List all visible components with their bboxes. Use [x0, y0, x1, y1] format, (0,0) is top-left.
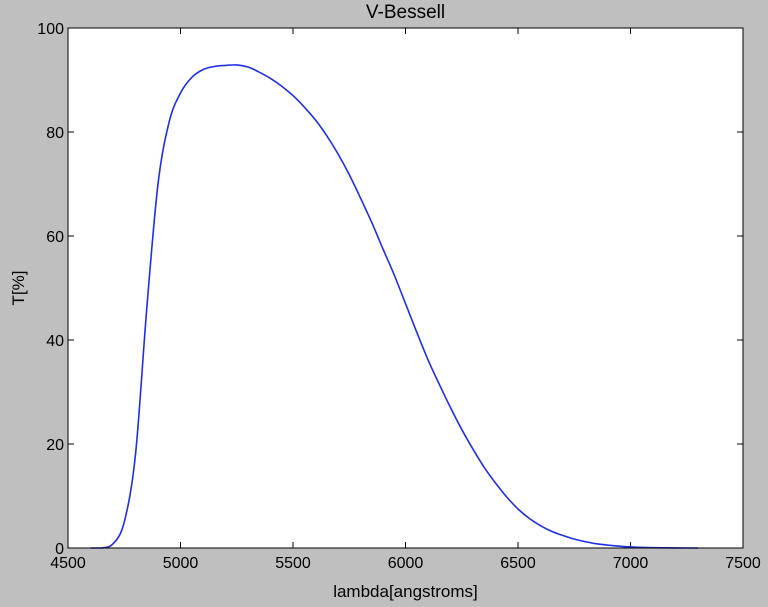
x-tick-label: 6000	[388, 555, 424, 572]
x-tick-label: 5000	[163, 555, 199, 572]
x-tick-label: 7500	[725, 555, 761, 572]
x-tick-label: 6500	[500, 555, 536, 572]
y-tick-label: 20	[46, 437, 64, 454]
x-axis-label: lambda[angstroms]	[333, 582, 478, 601]
chart-title: V-Bessell	[366, 2, 445, 23]
plot-area	[68, 28, 743, 548]
y-tick-label: 0	[55, 541, 64, 558]
plot-frame	[67, 27, 744, 549]
y-tick-label: 40	[46, 333, 64, 350]
series-line	[90, 64, 698, 549]
y-tick-label: 100	[37, 21, 64, 38]
x-tick-label: 4500	[50, 555, 86, 572]
y-axis-label: T[%]	[9, 271, 28, 306]
y-tick-label: 60	[46, 229, 64, 246]
tick-labels: 4500 5000 5500 6000 6500 7000 7500 0 20 40 60 80 100	[37, 21, 761, 572]
x-tick-label: 5500	[275, 555, 311, 572]
x-tick-label: 7000	[613, 555, 649, 572]
y-tick-label: 80	[46, 125, 64, 142]
